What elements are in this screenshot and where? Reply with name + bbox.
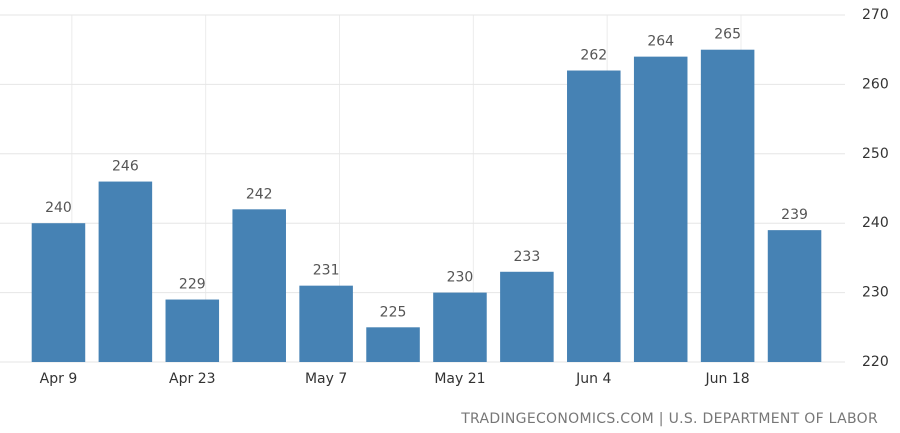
x-tick-label: Jun 4 (575, 371, 611, 387)
bar (31, 223, 86, 362)
bar (567, 70, 621, 363)
value-label: 264 (647, 34, 674, 50)
value-label: 230 (447, 270, 474, 286)
value-label: 246 (112, 159, 139, 175)
y-tick-label: 240 (862, 215, 889, 231)
bar (366, 327, 420, 362)
value-label: 265 (714, 27, 741, 43)
value-label: 231 (313, 263, 340, 279)
value-label: 242 (246, 186, 273, 202)
bar (500, 271, 554, 362)
bar (98, 181, 153, 362)
source: TRADINGECONOMICS.COM | U.S. DEPARTMENT O… (460, 411, 878, 427)
x-tick-label: Apr 23 (169, 371, 215, 387)
y-tick-label: 270 (862, 7, 889, 23)
y-tick-label: 250 (862, 146, 889, 162)
value-label: 229 (179, 277, 206, 293)
bar (433, 292, 487, 362)
bar (299, 285, 353, 362)
y-tick-label: 220 (862, 354, 889, 370)
x-tick-label: Apr 9 (40, 371, 78, 387)
value-label: 262 (580, 48, 607, 64)
bar (633, 56, 688, 362)
bar (700, 49, 755, 362)
bar (767, 230, 822, 362)
bar (232, 209, 286, 362)
bar (165, 299, 220, 362)
x-tick-label: May 7 (305, 371, 347, 387)
value-label: 239 (781, 207, 808, 223)
x-tick-label: Jun 18 (705, 371, 750, 387)
y-tick-label: 230 (862, 285, 889, 301)
value-label: 233 (514, 249, 541, 265)
y-tick-label: 260 (862, 76, 889, 92)
value-label: 225 (380, 304, 407, 320)
x-tick-label: May 21 (434, 371, 485, 387)
value-label: 240 (45, 200, 72, 216)
